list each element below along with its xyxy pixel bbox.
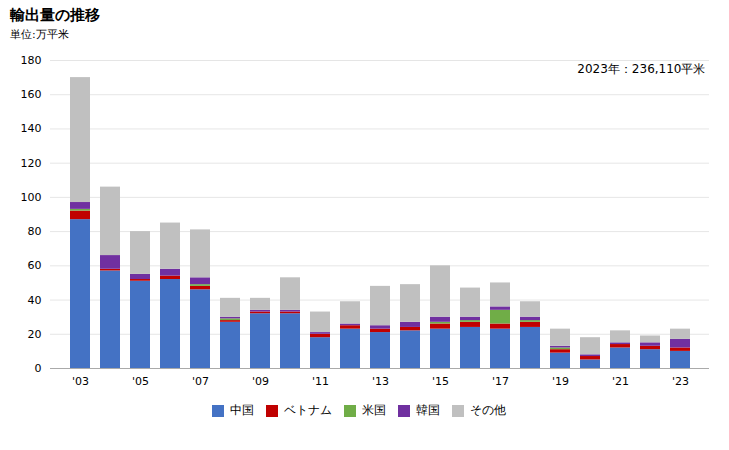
svg-text:80: 80 [28,225,42,238]
html-text:単位:万平米: 単位:万平米 [10,28,69,41]
svg-text:120: 120 [21,157,42,170]
svg-text:180: 180 [21,54,42,67]
svg-text:'11: '11 [312,375,329,388]
svg-text:'07: '07 [192,375,209,388]
svg-text:'09: '09 [252,375,269,388]
html-text:米国: 米国 [361,403,386,417]
svg-text:'03: '03 [72,375,89,388]
svg-text:100: 100 [21,191,42,204]
html-text:ベトナム: ベトナム [283,403,332,417]
html-text:中国: 中国 [229,403,254,417]
svg-text:20: 20 [28,328,42,341]
svg-text:'23: '23 [672,375,689,388]
svg-text:2023年：236,110平米: 2023年：236,110平米 [577,62,705,76]
svg-text:'05: '05 [132,375,149,388]
svg-text:60: 60 [28,259,42,272]
svg-text:'19: '19 [552,375,569,388]
svg-text:'13: '13 [372,375,389,388]
svg-text:'21: '21 [612,375,629,388]
html-text:韓国: 韓国 [415,403,440,417]
svg-text:40: 40 [28,294,42,307]
svg-text:0: 0 [35,362,42,375]
svg-text:'15: '15 [432,375,449,388]
svg-text:140: 140 [21,122,42,135]
svg-text:'17: '17 [492,375,509,388]
html-text:その他: その他 [469,403,506,417]
svg-text:160: 160 [21,88,42,101]
html-text:輸出量の推移: 輸出量の推移 [10,6,100,24]
